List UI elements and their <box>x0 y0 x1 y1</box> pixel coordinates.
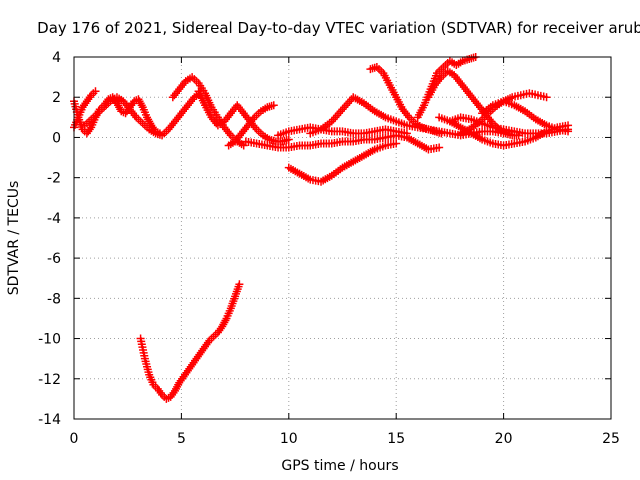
y-tick-label: -6 <box>47 251 61 267</box>
x-tick-label: 10 <box>280 431 298 447</box>
data-points <box>70 53 573 403</box>
y-tick-label: 2 <box>52 90 61 106</box>
data-point <box>338 105 347 114</box>
data-point <box>342 101 351 110</box>
y-tick-label: -10 <box>38 332 61 348</box>
y-tick-label: 0 <box>52 130 61 146</box>
x-tick-label: 15 <box>387 431 405 447</box>
grid-lines <box>74 57 611 419</box>
series-sat-9 <box>284 139 401 186</box>
series-sat-6 <box>224 101 278 150</box>
series-sat-8 <box>274 123 411 140</box>
data-point <box>269 101 278 110</box>
x-tick-label: 20 <box>495 431 513 447</box>
data-point <box>235 280 244 289</box>
x-axis-label: GPS time / hours <box>281 458 398 474</box>
data-point <box>392 139 401 148</box>
y-tick-label: -2 <box>47 171 61 187</box>
series-sat-11 <box>366 63 446 138</box>
data-point <box>336 107 345 116</box>
data-point <box>343 99 352 108</box>
data-point <box>239 141 248 150</box>
series-sat-18 <box>136 280 244 403</box>
x-tick-label: 0 <box>70 431 79 447</box>
series-sat-12 <box>413 53 480 122</box>
data-point <box>331 113 340 122</box>
x-tick-label: 25 <box>602 431 620 447</box>
y-tick-label: -12 <box>38 372 61 388</box>
y-tick-label: 4 <box>52 50 61 66</box>
data-point <box>329 115 338 124</box>
data-point <box>402 129 411 138</box>
series-sat-5 <box>194 87 293 146</box>
data-point <box>333 111 342 120</box>
data-point <box>284 135 293 144</box>
data-point <box>340 103 349 112</box>
series-sat-3 <box>80 89 205 140</box>
data-point <box>437 129 446 138</box>
y-tick-label: -14 <box>38 412 61 428</box>
series-sat-7 <box>241 131 444 154</box>
series-sat-17 <box>435 113 573 150</box>
y-axis-label: SDTVAR / TECUs <box>6 181 22 296</box>
data-point <box>542 93 551 102</box>
data-point <box>564 121 573 130</box>
y-tick-label: -8 <box>47 291 61 307</box>
data-point <box>91 87 100 96</box>
plot-frame <box>73 56 612 420</box>
x-tick-label: 5 <box>177 431 186 447</box>
y-tick-label: -4 <box>47 211 61 227</box>
chart-title: Day 176 of 2021, Sidereal Day-to-day VTE… <box>37 19 640 37</box>
data-point <box>334 109 343 118</box>
data-point <box>435 143 444 152</box>
